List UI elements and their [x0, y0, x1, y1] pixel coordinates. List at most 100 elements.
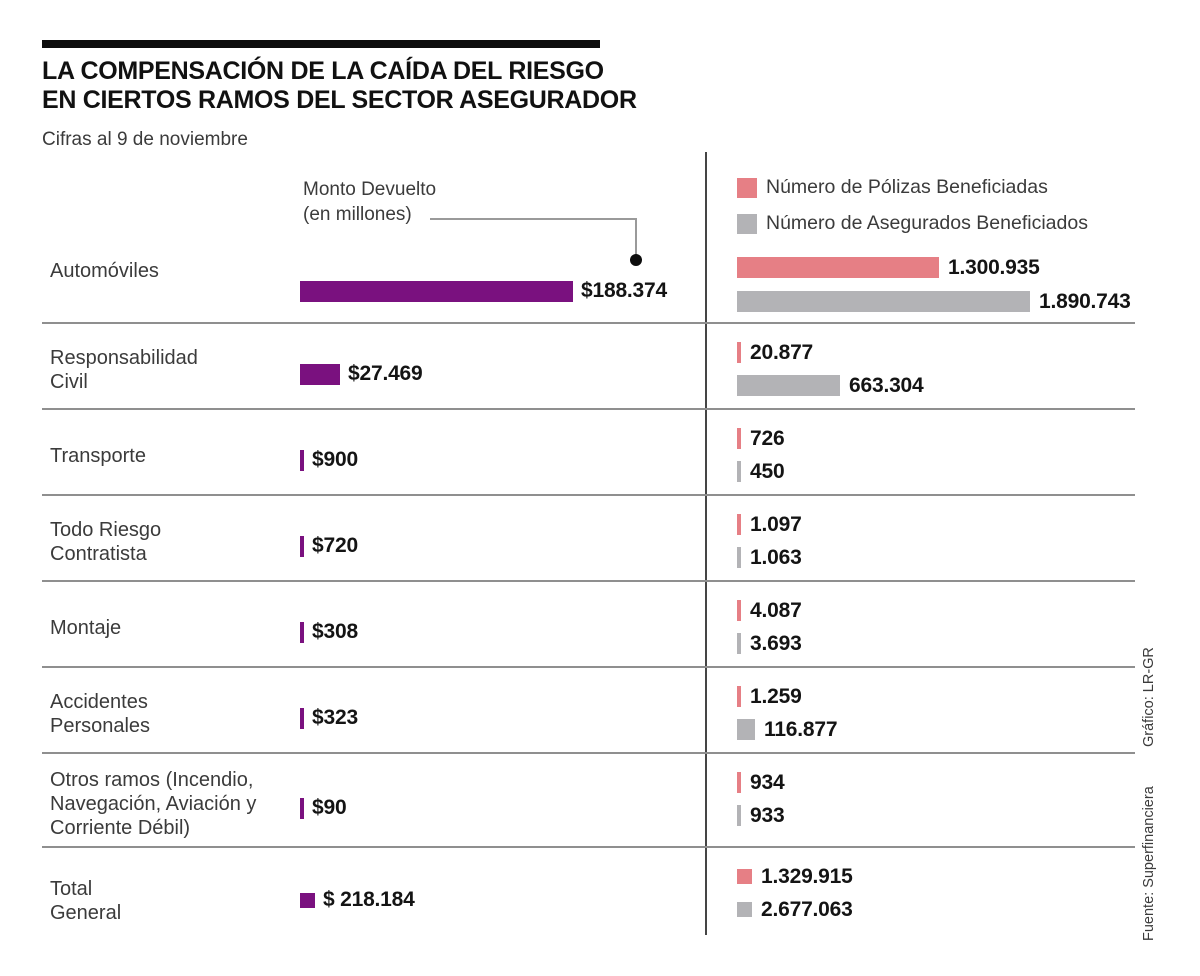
category-label: Otros ramos (Incendio, Navegación, Aviac… [50, 769, 257, 839]
asegurados-bar-group: 116.877 [737, 717, 838, 741]
monto-bar-group: $308 [300, 620, 358, 644]
monto-bar [300, 707, 304, 729]
asegurados-bar [737, 375, 840, 396]
polizas-bar [737, 686, 741, 707]
polizas-bar [737, 772, 741, 793]
asegurados-marker [737, 902, 752, 917]
asegurados-bar-group: 1.063 [737, 545, 802, 569]
polizas-value: 20.877 [750, 340, 814, 364]
row-divider [42, 494, 1135, 496]
polizas-bar-group: 4.087 [737, 598, 802, 622]
polizas-bar [737, 428, 741, 449]
annotation-connector-horizontal [430, 218, 636, 220]
polizas-value: 1.259 [750, 684, 802, 708]
asegurados-bar [737, 719, 755, 740]
category-label: Montaje [50, 617, 122, 639]
polizas-bar-group: 726 [737, 426, 785, 450]
monto-bar-group: $188.374 [300, 279, 667, 303]
monto-value: $323 [312, 706, 358, 729]
asegurados-value: 663.304 [849, 373, 924, 397]
monto-value: $308 [312, 620, 358, 643]
polizas-bar-group: 934 [737, 770, 785, 794]
monto-bar [300, 535, 304, 557]
annotation-dot [630, 254, 642, 266]
title-rule [42, 40, 600, 48]
monto-bar [300, 363, 340, 385]
row-divider [42, 666, 1135, 668]
monto-bar-group: $323 [300, 706, 358, 730]
polizas-bar-group: 20.877 [737, 340, 814, 364]
chart-row-otros-ramos: Otros ramos (Incendio, Navegación, Aviac… [0, 752, 1200, 846]
polizas-bar-group: 1.329.915 [737, 864, 853, 888]
row-divider [42, 846, 1135, 848]
polizas-bar [737, 342, 741, 363]
polizas-value: 1.097 [750, 512, 802, 536]
category-label: Total General [50, 878, 122, 924]
chart-row-responsabilidad-civil: Responsabilidad Civil $27.469 20.877 663… [0, 322, 1200, 408]
left-axis-label: Monto Devuelto (en millones) [303, 179, 437, 225]
asegurados-bar-group: 933 [737, 803, 785, 827]
asegurados-bar-group: 450 [737, 460, 785, 483]
polizas-value: 1.329.915 [761, 864, 853, 888]
category-label: Transporte [50, 445, 146, 467]
asegurados-value: 116.877 [764, 717, 838, 741]
monto-bar-group: $720 [300, 534, 358, 558]
polizas-value: 726 [750, 426, 785, 450]
legend-label: Número de Pólizas Beneficiadas [766, 176, 1048, 198]
monto-bar [300, 449, 304, 471]
polizas-value: 4.087 [750, 598, 802, 622]
asegurados-bar-group: 3.693 [737, 631, 802, 655]
panel-divider [705, 152, 707, 935]
monto-value: $90 [312, 796, 347, 819]
asegurados-value: 1.063 [750, 545, 802, 569]
chart-row-todo-riesgo-contratista: Todo Riesgo Contratista $720 1.097 1.063 [0, 494, 1200, 580]
credit-fuente: Fuente: Superfinanciera [1141, 786, 1157, 941]
category-label: Responsabilidad Civil [50, 347, 198, 393]
monto-value: $188.374 [581, 279, 667, 302]
asegurados-value: 3.693 [750, 631, 802, 655]
chart-row-accidentes-personales: Accidentes Personales $323 1.259 116.877 [0, 666, 1200, 752]
chart-row-transporte: Transporte $900 726 450 [0, 408, 1200, 494]
asegurados-bar [737, 805, 741, 826]
monto-value: $900 [312, 448, 358, 471]
monto-bar [300, 621, 304, 643]
asegurados-bar [737, 633, 741, 654]
category-label: Todo Riesgo Contratista [50, 519, 162, 565]
polizas-bar [737, 514, 741, 535]
asegurados-bar-group: 663.304 [737, 373, 924, 397]
annotation-connector-vertical [635, 218, 637, 257]
polizas-swatch-icon [737, 177, 757, 198]
asegurados-swatch-icon [737, 213, 757, 234]
legend: Número de Pólizas Beneficiadas Número de… [737, 176, 1088, 235]
asegurados-bar [737, 461, 741, 482]
chart-row-montaje: Montaje $308 4.087 3.693 [0, 580, 1200, 666]
asegurados-bar-group: 1.890.743 [737, 289, 1131, 313]
asegurados-bar-group: 2.677.063 [737, 897, 853, 921]
monto-bar [300, 280, 573, 302]
polizas-marker [737, 869, 752, 884]
row-divider [42, 752, 1135, 754]
category-label: Automóviles [50, 260, 159, 282]
legend-label: Número de Asegurados Beneficiados [766, 212, 1088, 234]
chart-title: LA COMPENSACIÓN DE LA CAÍDA DEL RIESGO E… [42, 57, 637, 114]
monto-value: $ 218.184 [323, 888, 415, 911]
asegurados-value: 1.890.743 [1039, 289, 1131, 313]
polizas-value: 1.300.935 [948, 255, 1040, 279]
asegurados-value: 933 [750, 803, 785, 827]
polizas-value: 934 [750, 770, 785, 794]
row-divider [42, 580, 1135, 582]
asegurados-bar [737, 547, 741, 568]
monto-bar-group: $ 218.184 [300, 888, 415, 912]
legend-item-asegurados: Número de Asegurados Beneficiados [737, 212, 1088, 235]
monto-value: $720 [312, 534, 358, 557]
asegurados-value: 2.677.063 [761, 897, 853, 921]
legend-item-polizas: Número de Pólizas Beneficiadas [737, 176, 1088, 199]
chart-subtitle: Cifras al 9 de noviembre [42, 129, 248, 150]
asegurados-bar [737, 291, 1030, 312]
row-divider [42, 408, 1135, 410]
chart-row-total-general: Total General $ 218.184 1.329.915 2.677.… [0, 846, 1200, 946]
monto-marker [300, 892, 315, 908]
polizas-bar [737, 257, 939, 278]
monto-value: $27.469 [348, 362, 423, 385]
